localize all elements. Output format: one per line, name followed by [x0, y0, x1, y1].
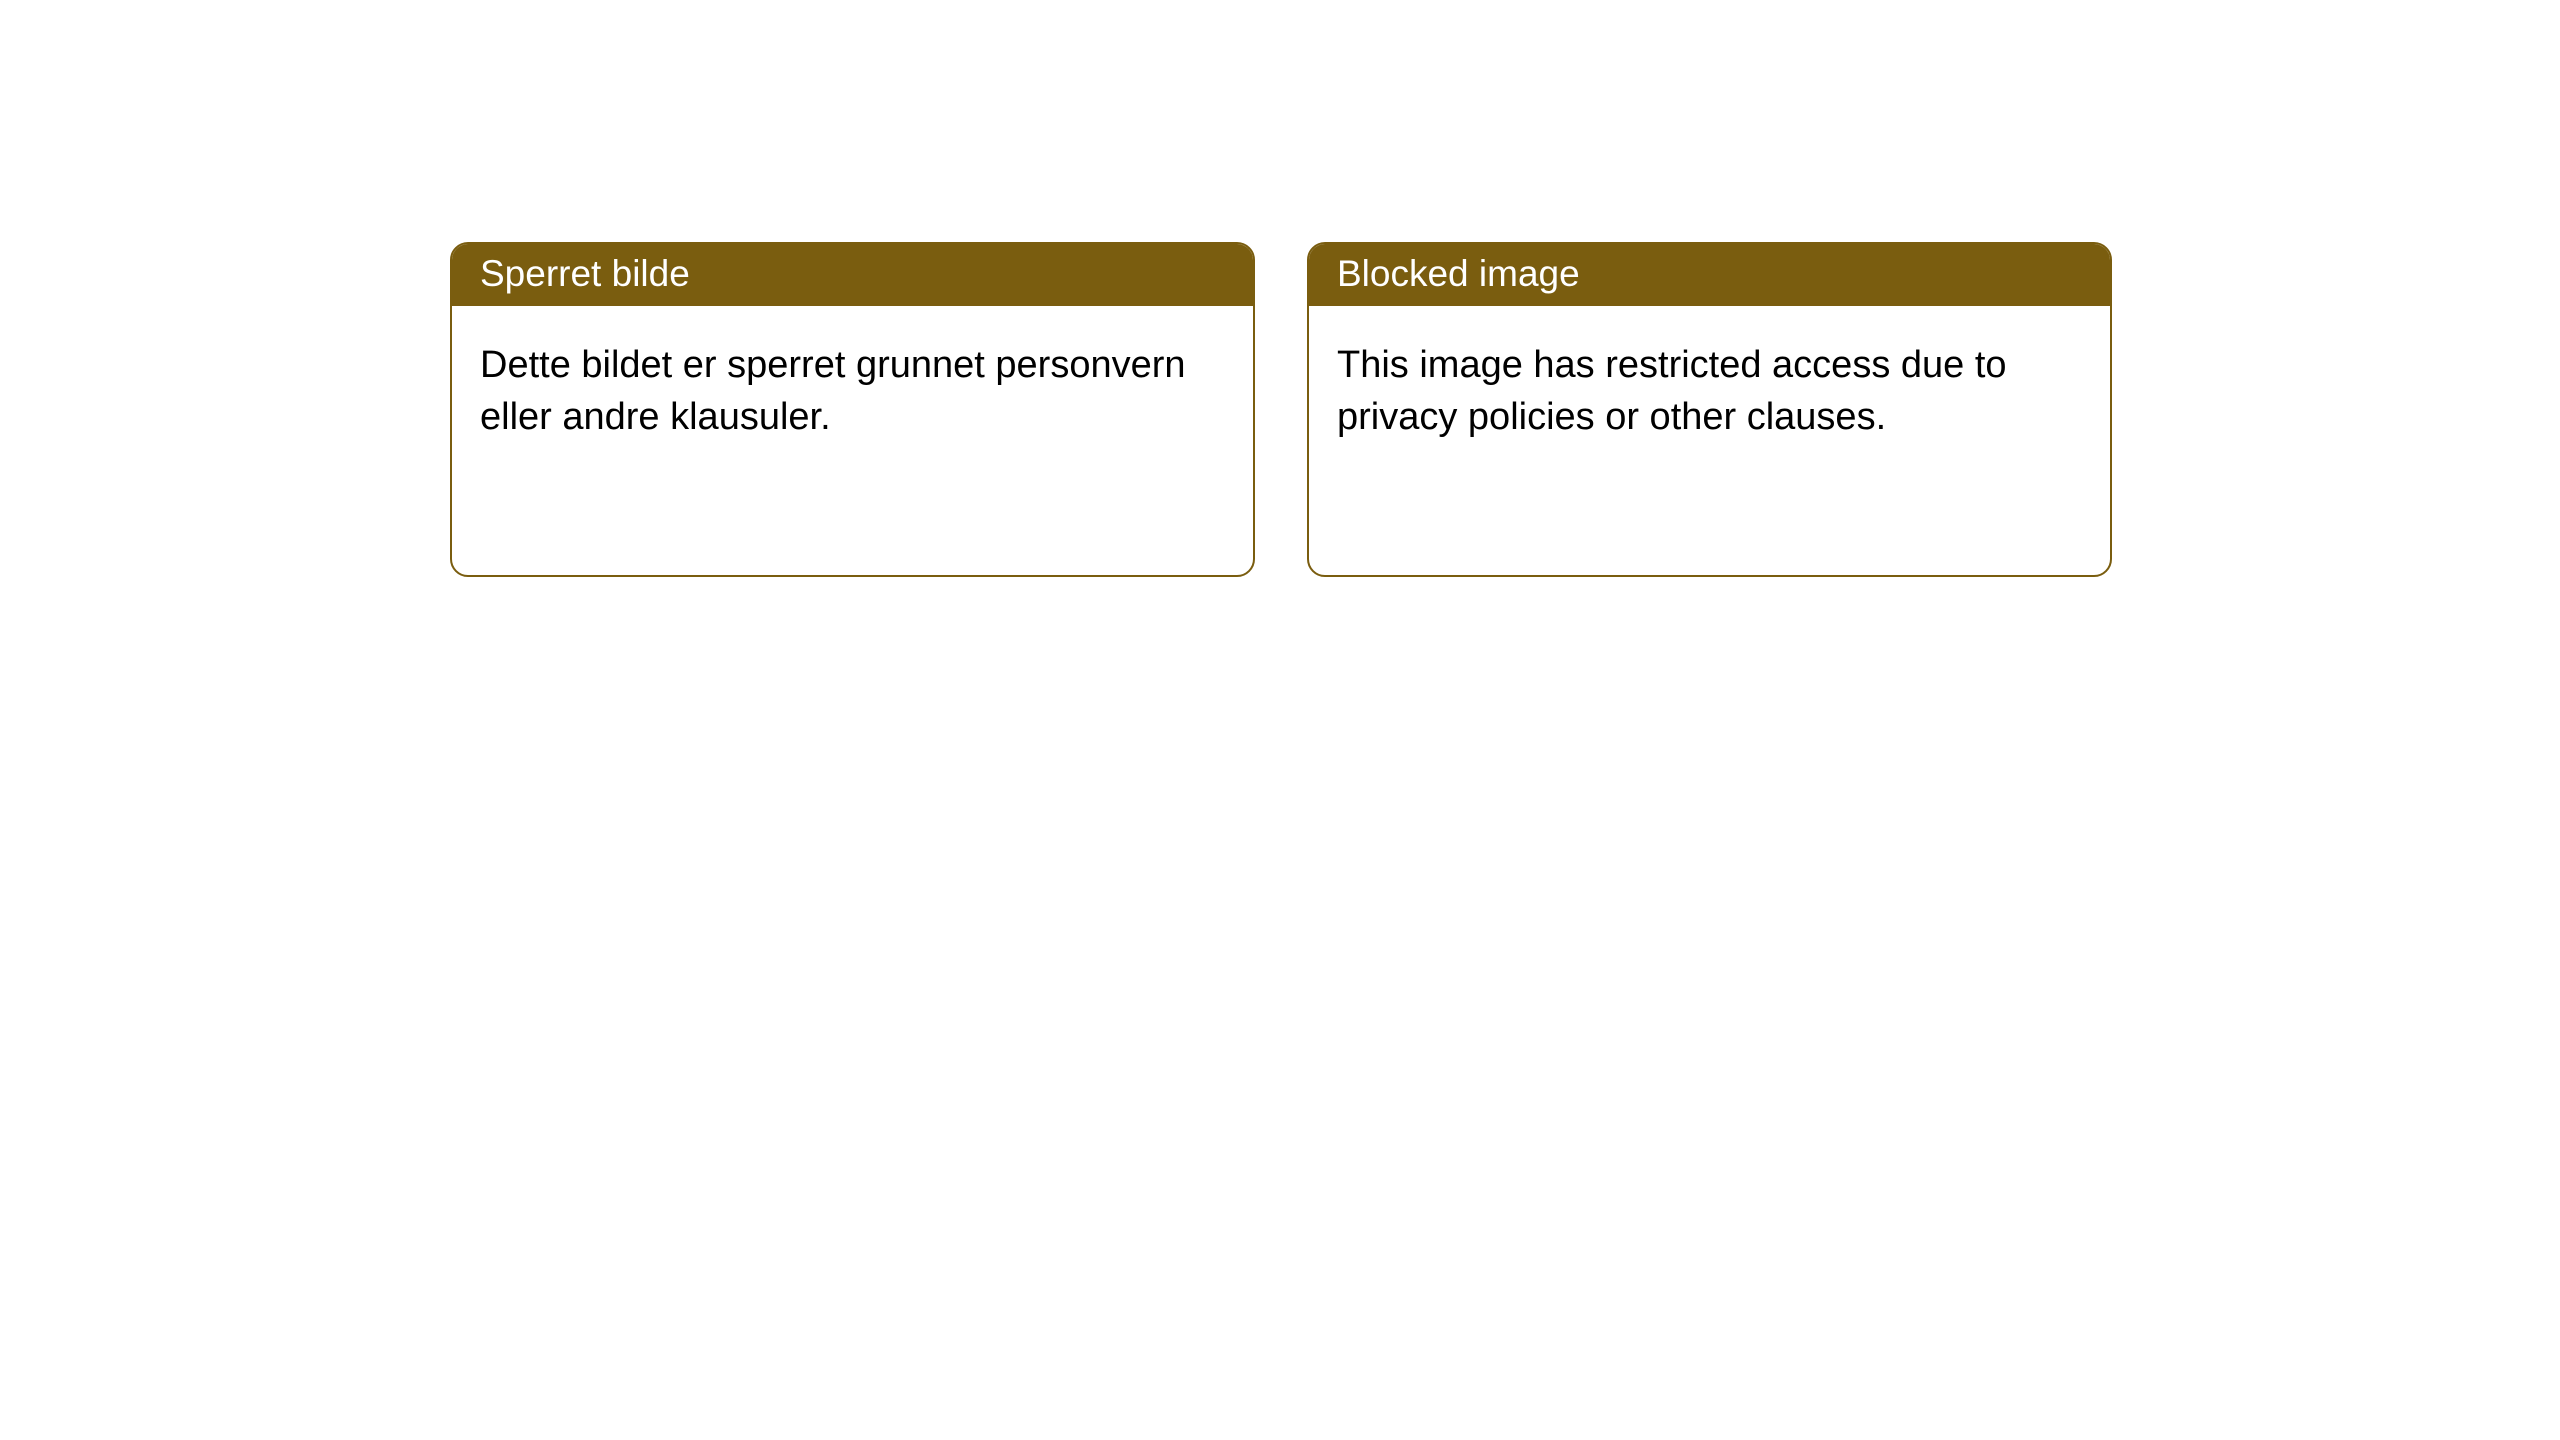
blocked-image-card-en: Blocked image This image has restricted …	[1307, 242, 2112, 577]
notice-cards-row: Sperret bilde Dette bildet er sperret gr…	[450, 242, 2112, 577]
card-body: Dette bildet er sperret grunnet personve…	[452, 306, 1253, 463]
card-header: Blocked image	[1309, 244, 2110, 306]
card-header: Sperret bilde	[452, 244, 1253, 306]
blocked-image-card-no: Sperret bilde Dette bildet er sperret gr…	[450, 242, 1255, 577]
card-body: This image has restricted access due to …	[1309, 306, 2110, 463]
